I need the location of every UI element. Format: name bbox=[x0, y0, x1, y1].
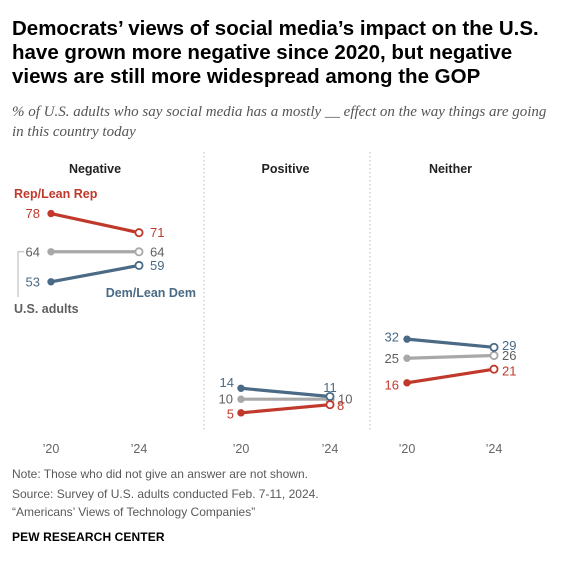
data-label-dem-lean-dem-neither-2024: 29 bbox=[502, 338, 516, 353]
point-u-s-adults-positive-2020 bbox=[237, 395, 245, 403]
data-label-dem-lean-dem-negative-2020: 53 bbox=[26, 274, 40, 289]
data-label-rep-lean-rep-positive-2020: 5 bbox=[227, 406, 234, 421]
data-label-rep-lean-rep-negative-2024: 71 bbox=[150, 225, 164, 240]
data-label-u-s-adults-positive-2024: 10 bbox=[338, 392, 352, 407]
series-label-us-adults: U.S. adults bbox=[14, 302, 79, 316]
series-label-rep-lean-rep: Rep/Lean Rep bbox=[14, 187, 98, 201]
point-rep-lean-rep-neither-2024 bbox=[489, 364, 499, 374]
x-tick-label-positive-2024: ’24 bbox=[322, 442, 339, 456]
data-label-rep-lean-rep-neither-2020: 16 bbox=[385, 377, 399, 392]
data-label-u-s-adults-positive-2020: 10 bbox=[219, 392, 233, 407]
point-u-s-adults-neither-2024 bbox=[489, 351, 499, 361]
data-label-rep-lean-rep-neither-2024: 21 bbox=[502, 364, 516, 379]
point-dem-lean-dem-positive-2024 bbox=[325, 391, 335, 401]
panel-header-neither: Neither bbox=[429, 162, 472, 176]
x-tick-label-negative-2020: ’20 bbox=[43, 442, 60, 456]
data-label-u-s-adults-neither-2024: 26 bbox=[502, 348, 516, 363]
data-label-rep-lean-rep-positive-2024: 8 bbox=[337, 398, 344, 413]
point-dem-lean-dem-negative-2020 bbox=[47, 278, 55, 286]
data-label-u-s-adults-negative-2020: 64 bbox=[26, 244, 40, 259]
point-u-s-adults-negative-2024 bbox=[134, 247, 144, 257]
pew-research-center-logo-text: PEW RESEARCH CENTER bbox=[12, 530, 165, 544]
chart-canvas: Negative ’20 ’24 64 64 53 59 78 71 Positive ’20 ’24… bbox=[14, 152, 516, 456]
note-text: Note: Those who did not give an answer a… bbox=[12, 467, 308, 481]
data-label-dem-lean-dem-positive-2024: 11 bbox=[323, 380, 337, 395]
series-line-rep-lean-rep-positive bbox=[239, 403, 332, 415]
data-label-u-s-adults-neither-2020: 25 bbox=[385, 351, 399, 366]
x-tick-label-neither-2020: ’20 bbox=[399, 442, 416, 456]
series-line-dem-lean-dem-positive bbox=[239, 386, 332, 399]
data-label-rep-lean-rep-negative-2020: 78 bbox=[26, 206, 40, 221]
x-tick-label-neither-2024: ’24 bbox=[486, 442, 503, 456]
point-rep-lean-rep-positive-2024 bbox=[325, 400, 335, 410]
chart-subtitle: % of U.S. adults who say social media ha… bbox=[12, 104, 547, 140]
source-text: Source: Survey of U.S. adults conducted … bbox=[12, 487, 319, 501]
point-u-s-adults-neither-2020 bbox=[403, 354, 411, 362]
report-title-text: “Americans’ Views of Technology Companie… bbox=[12, 505, 256, 519]
point-dem-lean-dem-neither-2020 bbox=[403, 335, 411, 343]
series-line-rep-lean-rep-negative bbox=[49, 211, 141, 235]
point-dem-lean-dem-positive-2020 bbox=[237, 384, 245, 392]
point-dem-lean-dem-negative-2024 bbox=[134, 260, 144, 270]
x-tick-label-negative-2024: ’24 bbox=[131, 442, 148, 456]
panel-header-negative: Negative bbox=[69, 162, 121, 176]
series-line-rep-lean-rep-neither bbox=[405, 367, 496, 385]
chart-title: Democrats’ views of social media’s impac… bbox=[12, 17, 539, 88]
point-u-s-adults-negative-2020 bbox=[47, 248, 55, 256]
point-rep-lean-rep-positive-2020 bbox=[237, 409, 245, 417]
series-line-u-s-adults-neither bbox=[405, 353, 496, 360]
data-label-dem-lean-dem-positive-2020: 14 bbox=[220, 375, 234, 390]
point-rep-lean-rep-negative-2020 bbox=[47, 209, 55, 218]
point-rep-lean-rep-neither-2020 bbox=[403, 379, 411, 387]
x-tick-label-positive-2020: ’20 bbox=[233, 442, 250, 456]
series-line-dem-lean-dem-neither bbox=[405, 337, 496, 349]
us-adults-label-bracket bbox=[17, 251, 24, 297]
series-line-dem-lean-dem-negative bbox=[49, 263, 141, 284]
point-dem-lean-dem-neither-2024 bbox=[489, 342, 499, 352]
panel-header-positive: Positive bbox=[262, 162, 310, 176]
data-label-dem-lean-dem-negative-2024: 59 bbox=[150, 258, 164, 273]
data-label-dem-lean-dem-neither-2020: 32 bbox=[385, 330, 399, 345]
point-rep-lean-rep-negative-2024 bbox=[134, 228, 144, 238]
data-label-u-s-adults-negative-2024: 64 bbox=[150, 244, 164, 259]
series-label-dem-lean-dem: Dem/Lean Dem bbox=[106, 286, 196, 300]
